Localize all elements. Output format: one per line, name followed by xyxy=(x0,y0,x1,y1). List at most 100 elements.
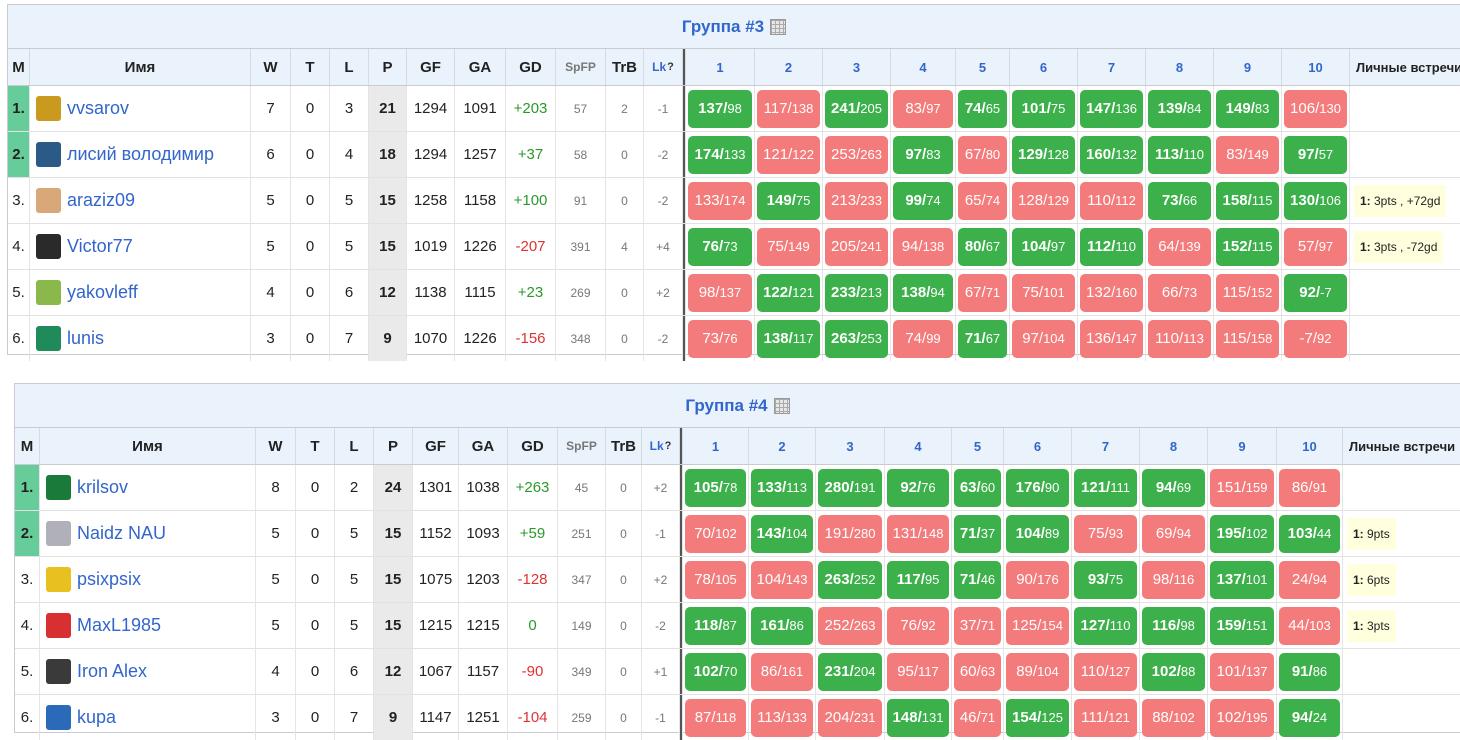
match-score[interactable]: 94/138 xyxy=(893,228,953,266)
match-score[interactable]: 70/102 xyxy=(685,515,746,553)
match-score[interactable]: 117/95 xyxy=(887,561,949,599)
match-score[interactable]: 99/74 xyxy=(893,182,953,220)
match-score[interactable]: 129/128 xyxy=(1012,136,1075,174)
match-score[interactable]: 128/129 xyxy=(1012,182,1075,220)
match-score[interactable]: 148/131 xyxy=(887,699,949,737)
match-score[interactable]: 152/115 xyxy=(1216,228,1279,266)
player-name-link[interactable]: лисий володимир xyxy=(67,144,214,165)
header-opponent-6[interactable]: 6 xyxy=(1010,49,1078,85)
match-score[interactable]: 69/94 xyxy=(1142,515,1205,553)
player-name-link[interactable]: krilsov xyxy=(77,477,128,498)
match-score[interactable]: 67/71 xyxy=(958,274,1007,312)
match-score[interactable]: 76/73 xyxy=(688,228,752,266)
match-score[interactable]: 151/159 xyxy=(1210,469,1274,507)
match-score[interactable]: 118/87 xyxy=(685,607,746,645)
match-score[interactable]: 104/97 xyxy=(1012,228,1075,266)
match-score[interactable]: 143/104 xyxy=(751,515,813,553)
match-score[interactable]: 94/24 xyxy=(1279,699,1340,737)
match-score[interactable]: 113/133 xyxy=(751,699,813,737)
lk-link[interactable]: Lk xyxy=(652,60,666,74)
match-score[interactable]: 71/67 xyxy=(958,320,1007,358)
match-score[interactable]: 98/137 xyxy=(688,274,752,312)
match-score[interactable]: 92/76 xyxy=(887,469,949,507)
header-opponent-4[interactable]: 4 xyxy=(891,49,956,85)
match-score[interactable]: 75/93 xyxy=(1074,515,1137,553)
match-score[interactable]: 73/66 xyxy=(1148,182,1211,220)
match-score[interactable]: 110/113 xyxy=(1148,320,1211,358)
match-score[interactable]: 64/139 xyxy=(1148,228,1211,266)
player-name-link[interactable]: Naidz NAU xyxy=(77,523,166,544)
match-score[interactable]: 90/176 xyxy=(1006,561,1069,599)
grid-icon[interactable] xyxy=(774,398,790,414)
match-score[interactable]: 241/205 xyxy=(825,90,888,128)
header-opponent-10[interactable]: 10 xyxy=(1282,49,1350,85)
match-score[interactable]: 116/98 xyxy=(1142,607,1205,645)
match-score[interactable]: 104/143 xyxy=(751,561,813,599)
match-score[interactable]: 94/69 xyxy=(1142,469,1205,507)
match-score[interactable]: 233/213 xyxy=(825,274,888,312)
match-score[interactable]: 115/152 xyxy=(1216,274,1279,312)
match-score[interactable]: 136/147 xyxy=(1080,320,1143,358)
match-score[interactable]: 213/233 xyxy=(825,182,888,220)
match-score[interactable]: 132/160 xyxy=(1080,274,1143,312)
match-score[interactable]: 92/-7 xyxy=(1284,274,1347,312)
header-opponent-8[interactable]: 8 xyxy=(1140,428,1208,464)
match-score[interactable]: 57/97 xyxy=(1284,228,1347,266)
match-score[interactable]: 66/73 xyxy=(1148,274,1211,312)
match-score[interactable]: 83/149 xyxy=(1216,136,1279,174)
match-score[interactable]: 102/70 xyxy=(685,653,746,691)
match-score[interactable]: 91/86 xyxy=(1279,653,1340,691)
match-score[interactable]: 105/78 xyxy=(685,469,746,507)
match-score[interactable]: 205/241 xyxy=(825,228,888,266)
help-icon[interactable]: ? xyxy=(665,440,672,452)
match-score[interactable]: 191/280 xyxy=(818,515,882,553)
match-score[interactable]: -7/92 xyxy=(1284,320,1347,358)
help-icon[interactable]: ? xyxy=(667,61,674,73)
match-score[interactable]: 110/112 xyxy=(1080,182,1143,220)
match-score[interactable]: 89/104 xyxy=(1006,653,1069,691)
match-score[interactable]: 101/75 xyxy=(1012,90,1075,128)
match-score[interactable]: 280/191 xyxy=(818,469,882,507)
match-score[interactable]: 130/106 xyxy=(1284,182,1347,220)
lk-link[interactable]: Lk xyxy=(650,439,664,453)
header-opponent-1[interactable]: 1 xyxy=(686,49,755,85)
match-score[interactable]: 86/161 xyxy=(751,653,813,691)
match-score[interactable]: 112/110 xyxy=(1080,228,1143,266)
match-score[interactable]: 74/65 xyxy=(958,90,1007,128)
header-opponent-7[interactable]: 7 xyxy=(1072,428,1140,464)
match-score[interactable]: 158/115 xyxy=(1216,182,1279,220)
match-score[interactable]: 149/75 xyxy=(757,182,820,220)
match-score[interactable]: 97/57 xyxy=(1284,136,1347,174)
match-score[interactable]: 83/97 xyxy=(893,90,953,128)
player-name-link[interactable]: lunis xyxy=(67,328,104,349)
player-name-link[interactable]: vvsarov xyxy=(67,98,129,119)
header-opponent-9[interactable]: 9 xyxy=(1214,49,1282,85)
match-score[interactable]: 195/102 xyxy=(1210,515,1274,553)
match-score[interactable]: 24/94 xyxy=(1279,561,1340,599)
header-opponent-6[interactable]: 6 xyxy=(1004,428,1072,464)
match-score[interactable]: 67/80 xyxy=(958,136,1007,174)
match-score[interactable]: 115/158 xyxy=(1216,320,1279,358)
header-opponent-9[interactable]: 9 xyxy=(1208,428,1277,464)
match-score[interactable]: 75/101 xyxy=(1012,274,1075,312)
match-score[interactable]: 87/118 xyxy=(685,699,746,737)
match-score[interactable]: 133/113 xyxy=(751,469,813,507)
match-score[interactable]: 139/84 xyxy=(1148,90,1211,128)
header-opponent-1[interactable]: 1 xyxy=(683,428,749,464)
player-name-link[interactable]: araziz09 xyxy=(67,190,135,211)
match-score[interactable]: 131/148 xyxy=(887,515,949,553)
match-score[interactable]: 75/149 xyxy=(757,228,820,266)
match-score[interactable]: 71/37 xyxy=(954,515,1001,553)
match-score[interactable]: 252/263 xyxy=(818,607,882,645)
match-score[interactable]: 113/110 xyxy=(1148,136,1211,174)
match-score[interactable]: 138/117 xyxy=(757,320,820,358)
player-name-link[interactable]: psixpsix xyxy=(77,569,141,590)
match-score[interactable]: 117/138 xyxy=(757,90,820,128)
match-score[interactable]: 137/98 xyxy=(688,90,752,128)
match-score[interactable]: 46/71 xyxy=(954,699,1001,737)
match-score[interactable]: 263/253 xyxy=(825,320,888,358)
match-score[interactable]: 78/105 xyxy=(685,561,746,599)
match-score[interactable]: 122/121 xyxy=(757,274,820,312)
match-score[interactable]: 147/136 xyxy=(1080,90,1143,128)
match-score[interactable]: 86/91 xyxy=(1279,469,1340,507)
